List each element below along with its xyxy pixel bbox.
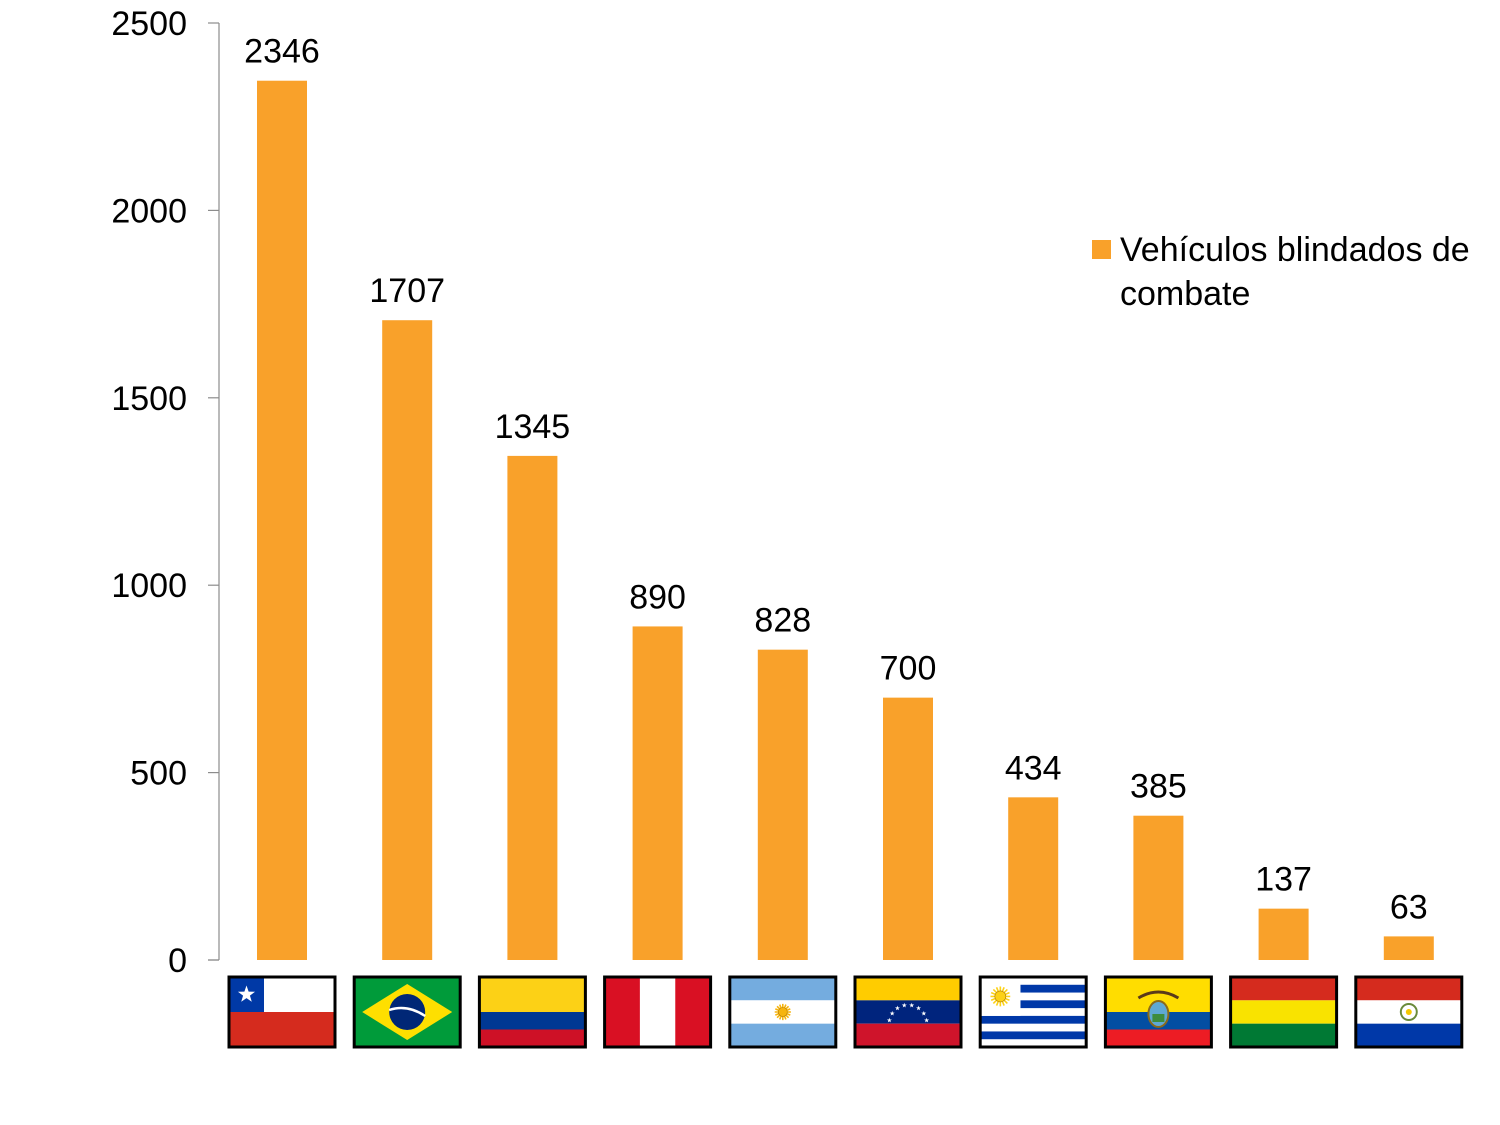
paraguay-flag-icon	[1354, 975, 1464, 1049]
bars	[257, 80, 1434, 961]
bar-ecuador	[1133, 815, 1184, 960]
legend-swatch	[1092, 240, 1111, 259]
legend: Vehículos blindados de combate	[1092, 228, 1492, 316]
data-label: 2346	[244, 33, 320, 71]
data-label: 828	[754, 602, 811, 640]
bar-perú	[632, 626, 683, 960]
bar-uruguay	[1008, 797, 1059, 960]
uruguay-flag-icon	[978, 975, 1088, 1049]
venezuela-flag-icon	[853, 975, 963, 1049]
y-tick-label: 0	[168, 942, 187, 980]
y-tick-label: 2000	[111, 192, 187, 230]
y-axis: 0 500 1000 1500 2000 2500	[111, 5, 220, 980]
bar-chile	[257, 80, 307, 961]
y-tick-label: 1500	[111, 380, 187, 418]
data-label: 700	[880, 650, 937, 688]
peru-flag-icon	[603, 975, 713, 1049]
bar-venezuela	[883, 697, 933, 960]
data-labels: 2346 1707 1345 890 828 700 434 385 137 63	[244, 33, 1428, 927]
argentina-flag-icon	[728, 975, 838, 1049]
data-label: 63	[1390, 888, 1428, 926]
data-label: 1345	[495, 408, 571, 446]
ecuador-flag-icon	[1103, 975, 1213, 1049]
brazil-flag-icon	[352, 975, 462, 1049]
y-tick-label: 500	[130, 755, 187, 793]
data-label: 1707	[369, 272, 445, 310]
bolivia-flag-icon	[1229, 975, 1339, 1049]
data-label: 434	[1005, 749, 1062, 787]
legend-label: Vehículos blindados de combate	[1120, 231, 1470, 313]
bar-colombia	[507, 455, 558, 960]
category-flags	[227, 975, 1464, 1049]
bar-bolivia	[1258, 908, 1309, 960]
y-tick-label: 1000	[111, 567, 187, 605]
data-label: 385	[1130, 768, 1187, 806]
bar-brasil	[382, 320, 433, 960]
bar-argentina	[757, 649, 808, 960]
colombia-flag-icon	[477, 975, 587, 1049]
chile-flag-icon	[227, 975, 337, 1049]
bar-paraguay	[1383, 936, 1434, 960]
data-label: 137	[1255, 861, 1312, 899]
data-label: 890	[629, 578, 686, 616]
y-tick-label: 2500	[111, 5, 187, 43]
